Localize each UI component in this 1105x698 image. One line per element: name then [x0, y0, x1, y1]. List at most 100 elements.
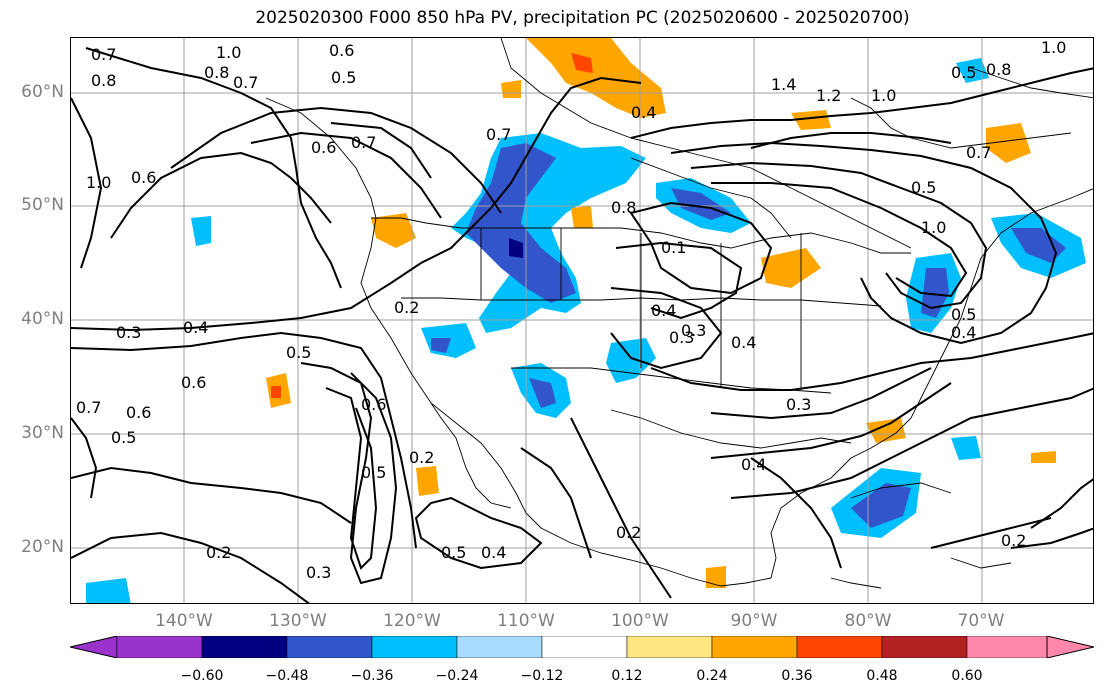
pv-contour-labels: 0.7 1.0 0.8 0.6 0.7 0.8 1.0 0.6 0.7 0.5 … — [76, 38, 1066, 582]
graticule — [71, 38, 1093, 603]
lat-label-60n: 60°N — [21, 82, 64, 102]
colorbar-tick-label: 0.48 — [866, 668, 898, 684]
contour-label: 0.1 — [661, 238, 686, 257]
colorbar-bin — [456, 636, 543, 658]
contour-label: 1.4 — [771, 75, 796, 94]
lon-label-120w: 120°W — [383, 611, 441, 631]
contour-label: 0.8 — [91, 71, 116, 90]
precip-anomaly-negative — [529, 378, 556, 408]
colorbar-tick-label: 0.12 — [611, 668, 643, 684]
pv-contours — [71, 47, 1093, 603]
contour-label: 0.5 — [111, 428, 136, 447]
contour-label: 0.4 — [651, 301, 676, 320]
colorbar-tick-label: 0.24 — [696, 668, 728, 684]
precip-anomaly-negative — [86, 578, 131, 603]
colorbar-extend-max — [1046, 636, 1094, 658]
contour-label: 0.6 — [361, 395, 386, 414]
contour-label: 0.5 — [361, 463, 386, 482]
colorbar-bin — [371, 636, 458, 658]
precip-anomaly-positive — [371, 213, 416, 248]
precip-anomaly-positive — [501, 80, 521, 98]
colorbar-bin — [966, 636, 1048, 658]
contour-label: 0.4 — [481, 543, 506, 562]
contour-label: 0.3 — [116, 323, 141, 342]
colorbar-tick-label: −0.36 — [350, 668, 394, 684]
colorbar-bin — [796, 636, 883, 658]
contour-label: 1.2 — [816, 86, 841, 105]
precip-shading — [86, 38, 1086, 603]
map-title: 2025020300 F000 850 hPa PV, precipitatio… — [255, 8, 910, 28]
contour-label: 0.6 — [311, 138, 336, 157]
precip-anomaly-positive — [761, 248, 821, 288]
colorbar-bin — [711, 636, 798, 658]
lat-label-40n: 40°N — [21, 309, 64, 329]
contour-label: 0.4 — [183, 318, 208, 337]
contour-label: 0.2 — [409, 448, 434, 467]
precip-anomaly-negative — [431, 338, 451, 353]
contour-label: 0.2 — [1001, 531, 1026, 550]
lon-label-90w: 90°W — [730, 611, 778, 631]
lat-label-50n: 50°N — [21, 195, 64, 215]
precip-anomaly-negative — [1011, 228, 1066, 263]
contour-label: 0.6 — [131, 168, 156, 187]
contour-label: 0.7 — [91, 45, 116, 64]
contour-label: 0.8 — [611, 198, 636, 217]
colorbar-tick-label: −0.48 — [265, 668, 309, 684]
precip-anomaly-negative — [191, 216, 211, 246]
colorbar-tick-label: −0.60 — [180, 668, 224, 684]
precip-anomaly-negative — [671, 188, 731, 220]
colorbar-tick-label: −0.12 — [520, 668, 564, 684]
contour-label: 0.3 — [681, 321, 706, 340]
colorbar-tick-label: 0.36 — [781, 668, 813, 684]
precip-anomaly-positive — [416, 466, 439, 496]
contour-label: 0.4 — [731, 333, 756, 352]
contour-label: 1.0 — [871, 86, 896, 105]
colorbar-extend-min — [70, 636, 118, 658]
lon-label-100w: 100°W — [611, 611, 669, 631]
precip-anomaly-positive — [526, 38, 666, 118]
contour-label: 0.8 — [204, 63, 229, 82]
precip-anomaly-negative — [509, 238, 523, 258]
contour-label: 0.5 — [911, 178, 936, 197]
contour-label: 0.5 — [441, 543, 466, 562]
contour-label: 0.3 — [669, 328, 694, 347]
contour-label: 0.5 — [331, 68, 356, 87]
contour-label: 1.0 — [921, 218, 946, 237]
contour-label: 0.6 — [126, 403, 151, 422]
precip-anomaly-negative — [951, 436, 981, 460]
contour-label: 0.6 — [181, 373, 206, 392]
colorbar-bin — [286, 636, 373, 658]
precip-anomaly-positive — [271, 386, 281, 398]
contour-label: 0.7 — [351, 133, 376, 152]
contour-label: 0.2 — [206, 543, 231, 562]
precip-anomaly-positive — [706, 566, 726, 588]
contour-label: 0.5 — [286, 343, 311, 362]
contour-label: 0.7 — [76, 398, 101, 417]
colorbar-bin — [201, 636, 288, 658]
precip-anomaly-negative — [956, 58, 989, 83]
precip-anomaly-positive — [791, 110, 831, 130]
precip-anomaly-negative — [606, 338, 656, 383]
colorbar-tick-label: −0.24 — [435, 668, 479, 684]
colorbar-bin — [541, 636, 628, 658]
contour-label: 1.0 — [216, 43, 241, 62]
contour-label: 0.2 — [616, 523, 641, 542]
lon-label-110w: 110°W — [497, 611, 555, 631]
colorbar-bin — [881, 636, 968, 658]
lat-label-30n: 30°N — [21, 423, 64, 443]
precip-anomaly-positive — [571, 206, 593, 228]
contour-label: 0.7 — [233, 73, 258, 92]
contour-label: 0.4 — [741, 455, 766, 474]
precip-anomaly-positive — [571, 53, 593, 73]
contour-label: 0.3 — [306, 563, 331, 582]
contour-label: 0.8 — [986, 60, 1011, 79]
contour-label: 0.4 — [951, 323, 976, 342]
colorbar-bin — [116, 636, 203, 658]
contour-label: 1.0 — [1041, 38, 1066, 57]
colorbar-tick-label: 0.60 — [951, 668, 983, 684]
precip-anomaly-positive — [1031, 451, 1056, 463]
contour-label: 0.7 — [966, 143, 991, 162]
contour-label: 0.5 — [951, 63, 976, 82]
contour-label: 0.2 — [394, 298, 419, 317]
lon-label-140w: 140°W — [155, 611, 213, 631]
